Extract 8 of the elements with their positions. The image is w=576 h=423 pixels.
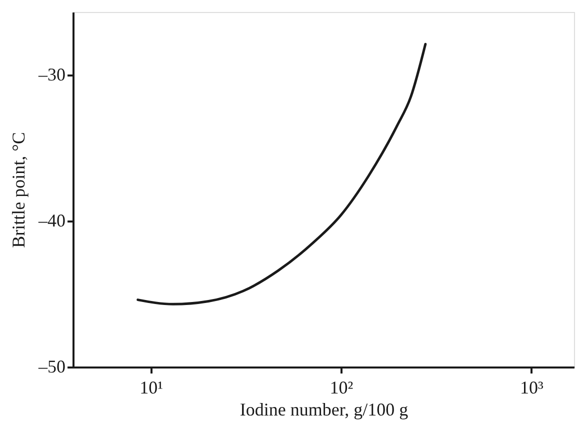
y-tick-label: –50 <box>38 356 66 376</box>
x-axis-title: Iodine number, g/100 g <box>240 400 408 420</box>
x-tick-label: 10¹ <box>140 378 163 398</box>
y-axis-title: Brittle point, °C <box>8 132 28 248</box>
y-tick-label: –30 <box>38 64 66 84</box>
x-tick-label: 10² <box>330 378 354 398</box>
x-tick-label: 10³ <box>520 378 544 398</box>
y-tick-label: –40 <box>38 210 66 230</box>
